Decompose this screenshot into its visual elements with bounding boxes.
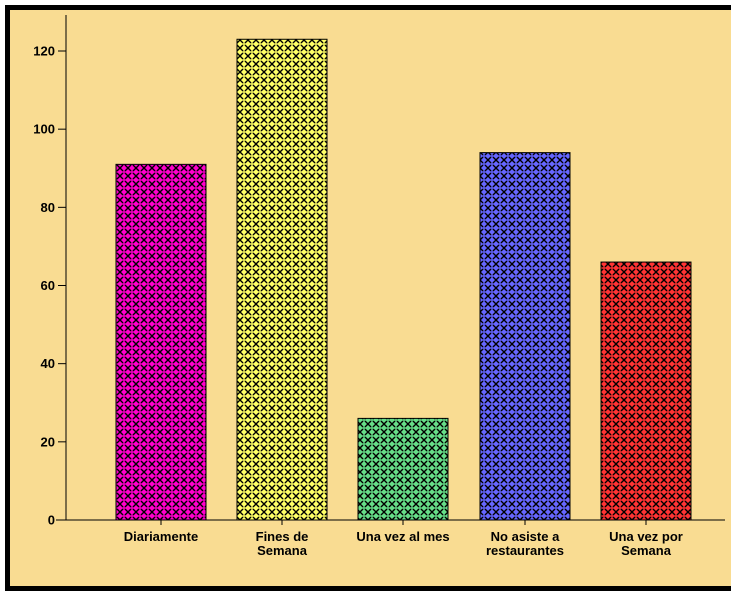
y-tick-label: 120 xyxy=(33,44,55,59)
y-tick-label: 100 xyxy=(33,122,55,137)
category-label: No asiste a restaurantes xyxy=(486,529,564,558)
bar xyxy=(115,163,207,521)
bar xyxy=(236,38,328,521)
category-label: Diariamente xyxy=(124,529,198,544)
category-label: Una vez por Semana xyxy=(609,529,683,558)
y-tick-label: 60 xyxy=(41,278,55,293)
bars xyxy=(115,38,692,521)
bar xyxy=(600,261,692,521)
category-label: Fines de Semana xyxy=(256,529,309,558)
y-tick-label: 80 xyxy=(41,200,55,215)
y-tick-label: 0 xyxy=(48,513,55,528)
y-tick-label: 40 xyxy=(41,356,55,371)
bar xyxy=(357,417,449,521)
y-tick-label: 20 xyxy=(41,434,55,449)
category-label: Una vez al mes xyxy=(356,529,449,544)
labels: 0 20 40 60 80 100 120 Diariamente Fines de Semana… xyxy=(33,44,683,559)
bar xyxy=(479,152,571,521)
